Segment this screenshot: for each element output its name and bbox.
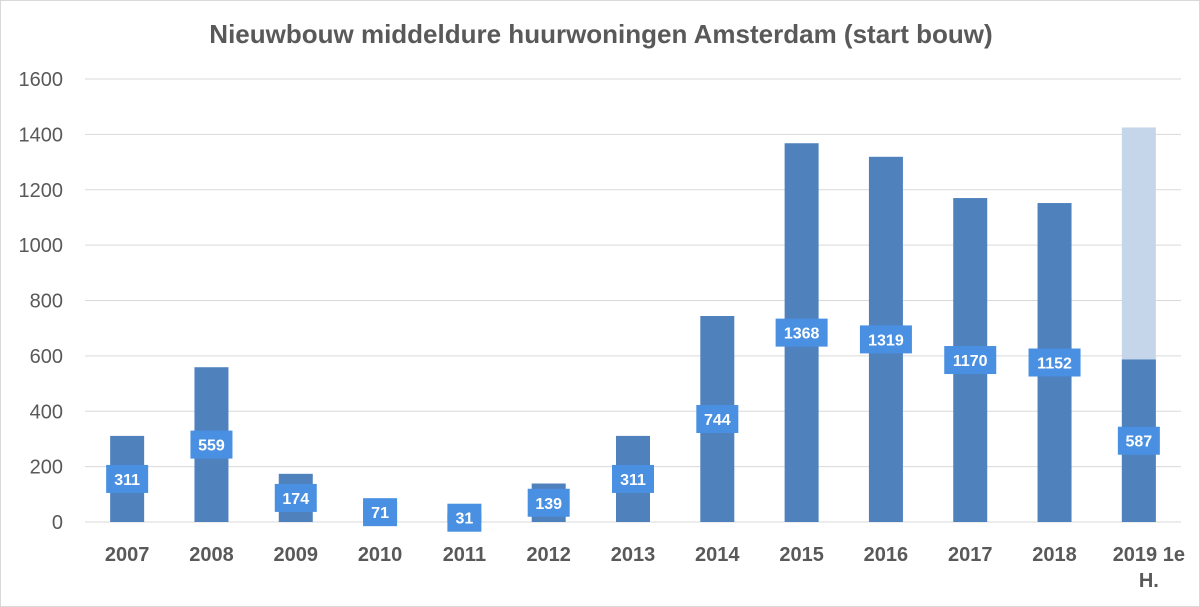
y-tick-label: 600 (30, 346, 63, 368)
y-tick-label: 0 (52, 512, 63, 534)
y-tick-label: 800 (30, 291, 63, 313)
y-tick-label: 1600 (19, 69, 64, 91)
y-tick-label: 1400 (19, 124, 64, 146)
chart-title: Nieuwbouw middeldure huurwoningen Amster… (209, 19, 993, 49)
y-tick-label: 1200 (19, 180, 64, 202)
data-label-value: 1319 (868, 332, 904, 349)
x-category-label: 2012 (526, 544, 571, 566)
data-label-value: 311 (620, 472, 646, 489)
y-tick-label: 200 (30, 457, 63, 479)
x-category-label: 2016 (864, 544, 909, 566)
data-label-box (527, 488, 570, 517)
y-tick-label: 1000 (19, 235, 64, 257)
data-label: 744 (696, 405, 739, 434)
data-label-box (190, 430, 233, 459)
data-labels: 311 559 174 71 31 139 311 744 1368 1319 1170 1152 58… (106, 318, 1160, 532)
data-label: 139 (527, 488, 570, 517)
data-label-box (696, 405, 739, 434)
x-category-label: 2011 (443, 544, 486, 566)
data-label-value: 311 (114, 472, 140, 489)
data-label-value: 71 (371, 505, 389, 522)
data-label-box (363, 498, 398, 527)
data-label-box (1117, 426, 1160, 455)
data-label-value: 174 (282, 491, 309, 508)
x-category-label: 2014 (695, 544, 740, 566)
data-label: 1368 (775, 318, 828, 347)
data-label: 311 (106, 464, 149, 493)
data-label: 311 (612, 464, 654, 493)
data-label: 174 (274, 483, 317, 512)
data-label-box (274, 483, 317, 512)
data-label-value: 1170 (953, 353, 988, 370)
x-category-label: 2019 1e (1113, 544, 1185, 566)
y-tick-label: 400 (30, 401, 63, 423)
data-label-value: 587 (1125, 434, 1152, 451)
x-axis-category-labels: 2007 2008 2009 2010 2011 2012 2013 2014 2015 2016… (105, 544, 1185, 592)
x-category-label: 2009 (274, 544, 319, 566)
data-label-value: 559 (198, 438, 225, 455)
data-label-box (447, 503, 482, 532)
data-label-value: 31 (455, 511, 473, 528)
data-label-value: 1368 (784, 326, 820, 343)
x-category-label: 2015 (779, 544, 824, 566)
x-category-label: 2008 (189, 544, 234, 566)
data-label: 31 (447, 503, 482, 532)
y-axis-tick-labels: 0 200 400 600 800 1000 1200 1400 1600 (19, 69, 64, 534)
x-category-label: 2007 (105, 544, 150, 566)
data-label: 559 (190, 430, 233, 459)
data-label-box (1028, 348, 1081, 377)
data-label-value: 744 (704, 412, 731, 429)
data-label: 1152 (1028, 348, 1081, 377)
data-label-box (944, 346, 997, 375)
data-label-box (612, 464, 654, 493)
data-label-value: 139 (535, 496, 562, 513)
data-label-box (106, 464, 149, 493)
x-category-label: 2018 (1032, 544, 1077, 566)
data-label-value: 1152 (1037, 356, 1072, 373)
x-category-label: 2013 (611, 544, 656, 566)
x-category-label: 2017 (948, 544, 993, 566)
data-label-box (859, 325, 912, 354)
data-label-box (775, 318, 828, 347)
data-label: 587 (1117, 426, 1160, 455)
bars (110, 127, 1156, 523)
x-category-label: H. (1139, 570, 1159, 592)
data-label: 71 (363, 498, 398, 527)
data-label: 1319 (859, 325, 912, 354)
data-label: 1170 (944, 346, 997, 375)
x-category-label: 2010 (358, 544, 403, 566)
